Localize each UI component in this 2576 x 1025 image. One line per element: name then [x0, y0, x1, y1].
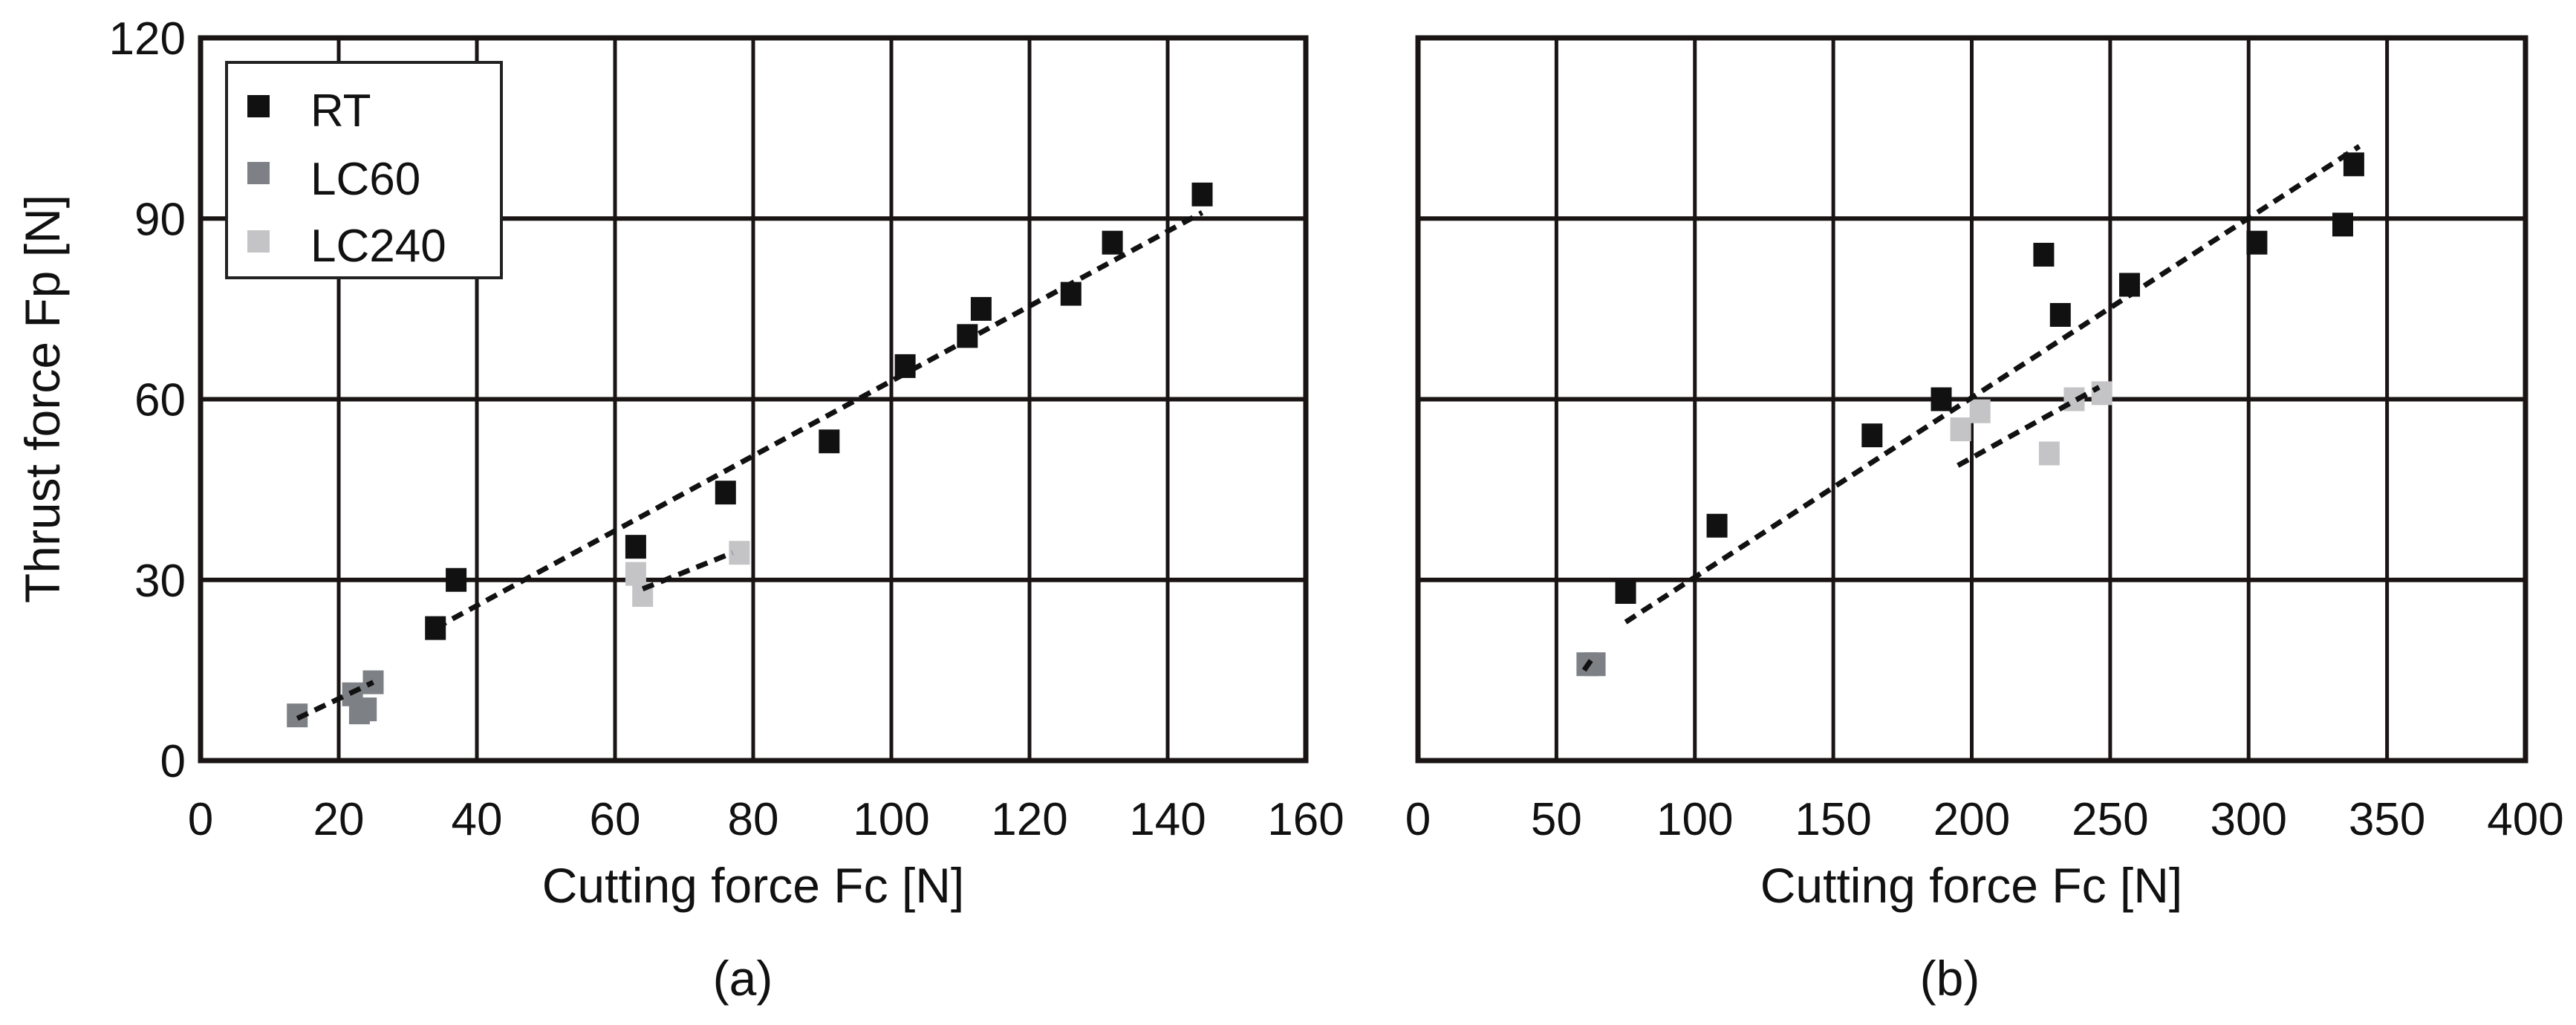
data-point-rt — [2033, 242, 2055, 267]
panel-a-plot: 0 20 40 60 80 100 120 140 160 0 30 60 90 120 — [109, 13, 1344, 845]
x-tick-label: 20 — [313, 794, 365, 845]
x-tick-label: 350 — [2349, 794, 2425, 845]
data-point-lc240 — [2091, 381, 2112, 406]
data-point-lc240 — [1969, 399, 1991, 423]
data-point-rt — [819, 429, 840, 454]
data-point-lc60 — [356, 697, 377, 722]
x-tick-label: 60 — [590, 794, 641, 845]
data-point-rt — [957, 324, 978, 348]
trend-line-lc60 — [1581, 657, 1595, 672]
data-point-rt — [715, 481, 736, 505]
data-point-rt — [2049, 302, 2071, 327]
x-axis-label-b: Cutting force Fc [N] — [1760, 858, 2183, 913]
trend-line-lc240 — [641, 550, 734, 592]
plot-frame — [198, 35, 1309, 764]
x-tick-label: 160 — [1267, 794, 1344, 845]
trend-line-lc240 — [1957, 385, 2101, 468]
data-point-rt — [1191, 182, 1213, 206]
y-tick-label: 90 — [134, 194, 186, 245]
x-tick-label: 0 — [1405, 794, 1431, 845]
data-point-rt — [2332, 212, 2353, 237]
y-tick-label: 30 — [134, 556, 186, 607]
x-tick-label: 0 — [188, 794, 213, 845]
x-tick-label: 50 — [1531, 794, 1582, 845]
data-point-lc240 — [625, 562, 646, 586]
legend-label-lc240: LC240 — [310, 221, 446, 272]
trend-line-lc60 — [296, 680, 375, 721]
y-tick-label: 60 — [134, 375, 186, 426]
data-point-rt — [446, 567, 467, 592]
x-tick-label: 100 — [853, 794, 929, 845]
data-point-rt — [1931, 387, 1952, 411]
x-tick-label: 250 — [2072, 794, 2148, 845]
data-point-rt — [1102, 230, 1123, 255]
x-tick-label: 120 — [991, 794, 1067, 845]
data-point-rt — [1615, 579, 1636, 604]
data-point-rt — [1706, 513, 1728, 538]
trend-line-rt — [434, 210, 1204, 631]
caption-b: (b) — [1920, 951, 1980, 1006]
y-tick-label: 120 — [109, 13, 186, 65]
data-point-rt — [894, 354, 916, 378]
x-tick-label: 140 — [1129, 794, 1206, 845]
y-axis-label: Thrust force Fp [N] — [15, 195, 70, 603]
data-point-rt — [1861, 423, 1883, 448]
caption-a: (a) — [713, 951, 773, 1006]
data-point-rt — [625, 535, 646, 559]
x-tick-label: 200 — [1933, 794, 2010, 845]
x-tick-label: 100 — [1656, 794, 1733, 845]
data-point-rt — [2246, 230, 2268, 255]
data-point-lc240 — [2038, 441, 2060, 466]
x-tick-label: 40 — [452, 794, 503, 845]
data-point-rt — [970, 296, 992, 321]
data-point-lc240 — [1950, 417, 1971, 442]
data-point-lc240 — [729, 541, 750, 565]
x-axis-label-a: Cutting force Fc [N] — [542, 858, 965, 913]
legend-swatch-rt — [247, 95, 270, 117]
legend: RT LC60 LC240 — [225, 61, 503, 279]
legend-swatch-lc60 — [247, 162, 270, 184]
legend-label-lc60: LC60 — [310, 154, 420, 205]
x-tick-label: 400 — [2487, 794, 2563, 845]
plot-frame — [1415, 35, 2528, 764]
x-tick-label: 80 — [728, 794, 779, 845]
legend-swatch-lc240 — [247, 230, 270, 253]
x-tick-label: 150 — [1795, 794, 1871, 845]
y-tick-label: 0 — [160, 736, 186, 787]
x-tick-label: 300 — [2211, 794, 2287, 845]
trend-line-rt — [1624, 144, 2361, 625]
legend-label-rt: RT — [310, 85, 371, 137]
panel-b-plot: 0 50 100 150 200 250 300 350 400 — [1405, 35, 2564, 845]
